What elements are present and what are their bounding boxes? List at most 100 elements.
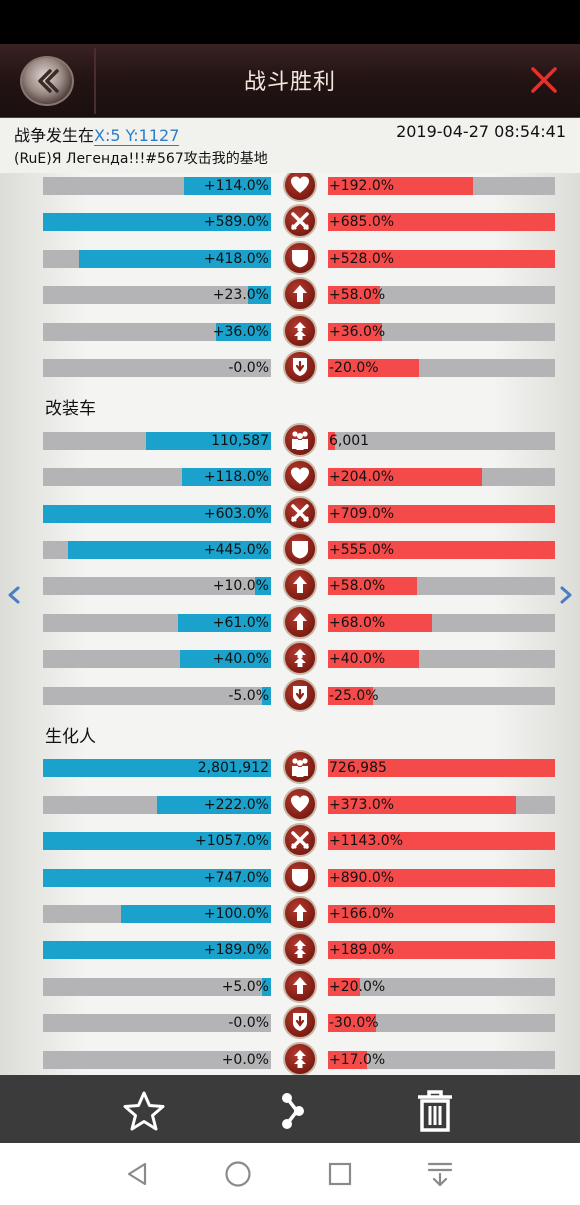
nav-back-button[interactable] [122,1159,152,1189]
attacker-bar: +5.0% [43,978,271,996]
stat-icon-badge [283,860,317,894]
notification-pull-icon [427,1162,453,1187]
defender-bar-fill [328,650,419,668]
recents-square-icon [328,1162,352,1186]
nav-recents-button[interactable] [325,1159,355,1189]
prev-arrow-icon[interactable] [4,585,24,605]
favorite-button[interactable] [121,1089,167,1133]
troops-icon [292,431,308,450]
share-button[interactable] [270,1089,316,1133]
attacker-bar-fill [179,650,271,668]
attacker-bar: +747.0% [43,869,271,887]
attacker-value: +1057.0% [194,833,269,849]
attacker-bar: +418.0% [43,250,271,268]
defender-value: +685.0% [329,214,395,230]
location-coords-link[interactable]: X:5 Y:1127 [94,126,180,146]
attacker-bar-fill [43,505,271,523]
defender-bar-fill [328,1051,367,1069]
defender-bar-fill [328,614,433,632]
shield-down-icon [293,686,307,704]
attacker-value: 2,801,912 [197,760,269,776]
close-button[interactable] [526,64,562,96]
defender-bar: +685.0% [328,213,555,231]
crossed-swords-icon [291,831,309,849]
stat-row: +0.0% +17.0% [0,1042,580,1075]
stat-row: +222.0% +373.0% [0,787,580,821]
delete-button[interactable] [412,1089,458,1133]
defender-bar: +189.0% [328,941,555,959]
defender-bar: +192.0% [328,177,555,195]
defender-bar-fill [328,869,555,887]
attacker-bar-fill [120,905,271,923]
attacker-value: +222.0% [203,797,269,813]
attacker-bar-fill [43,941,271,959]
defender-value: +58.0% [329,578,386,594]
defender-bar: +166.0% [328,905,555,923]
stat-icon-badge [283,787,317,821]
attacker-value: +61.0% [212,615,269,631]
defender-bar-fill [328,213,555,231]
stat-icon-badge [283,823,317,857]
attacker-value: +445.0% [203,542,269,558]
attacker-bar: +100.0% [43,905,271,923]
shield-icon [292,250,308,268]
defender-bar: +890.0% [328,869,555,887]
battle-stats-list[interactable]: +114.0% +192.0% +589.0% +685.0% +418.0% +528.… [0,173,580,1075]
shield-icon [292,869,308,887]
stat-icon-badge [283,932,317,966]
stat-row: +603.0% +709.0% [0,496,580,530]
stat-icon-badge [283,1005,317,1039]
defender-value: 726,985 [329,760,387,776]
defender-value: +890.0% [329,870,395,886]
defender-value: +709.0% [329,506,395,522]
defender-bar-fill [328,796,517,814]
defender-value: +58.0% [329,287,386,303]
attacker-bar: +0.0% [43,1051,271,1069]
defender-bar: +204.0% [328,468,555,486]
defender-bar: +373.0% [328,796,555,814]
defender-value: +204.0% [329,469,395,485]
trash-icon [418,1090,452,1132]
stat-row: +189.0% +189.0% [0,932,580,966]
stat-row: +36.0% +36.0% [0,314,580,348]
defender-value: +36.0% [329,324,386,340]
stat-icon-badge [283,423,317,457]
attacker-value: -0.0% [228,360,269,376]
defender-bar-fill [328,759,555,777]
attacker-bar: +589.0% [43,213,271,231]
attacker-value: -0.0% [228,1015,269,1031]
double-arrow-up-icon [294,649,306,667]
attacker-value: +114.0% [203,178,269,194]
stat-row: +40.0% +40.0% [0,641,580,675]
defender-bar: 726,985 [328,759,555,777]
attacker-bar: -5.0% [43,687,271,705]
stat-icon-badge [283,969,317,1003]
defender-bar: -30.0% [328,1014,555,1032]
attacker-bar-fill [177,614,271,632]
attacker-bar-fill [261,978,271,996]
attacker-bar: 2,801,912 [43,759,271,777]
back-button[interactable] [20,56,74,106]
stat-row: +118.0% +204.0% [0,459,580,493]
nav-notification-button[interactable] [425,1159,455,1189]
system-nav-bar [0,1143,580,1205]
defender-value: +68.0% [329,615,386,631]
heart-icon [291,795,309,812]
attacker-bar-fill [79,250,271,268]
attacker-bar-fill [182,468,271,486]
attacker-bar: +189.0% [43,941,271,959]
stat-row: +100.0% +166.0% [0,896,580,930]
next-arrow-icon[interactable] [556,585,576,605]
attacker-bar-fill [216,323,271,341]
attacker-bar: +118.0% [43,468,271,486]
defender-bar-fill [328,541,555,559]
star-icon [123,1091,165,1131]
defender-value: -25.0% [329,688,379,704]
crossed-swords-icon [291,504,309,522]
defender-bar: +20.0% [328,978,555,996]
defender-bar: +40.0% [328,650,555,668]
attacker-value: +36.0% [212,324,269,340]
defender-bar: 6,001 [328,432,555,450]
nav-home-button[interactable] [223,1159,253,1189]
attacker-value: 110,587 [211,433,269,449]
